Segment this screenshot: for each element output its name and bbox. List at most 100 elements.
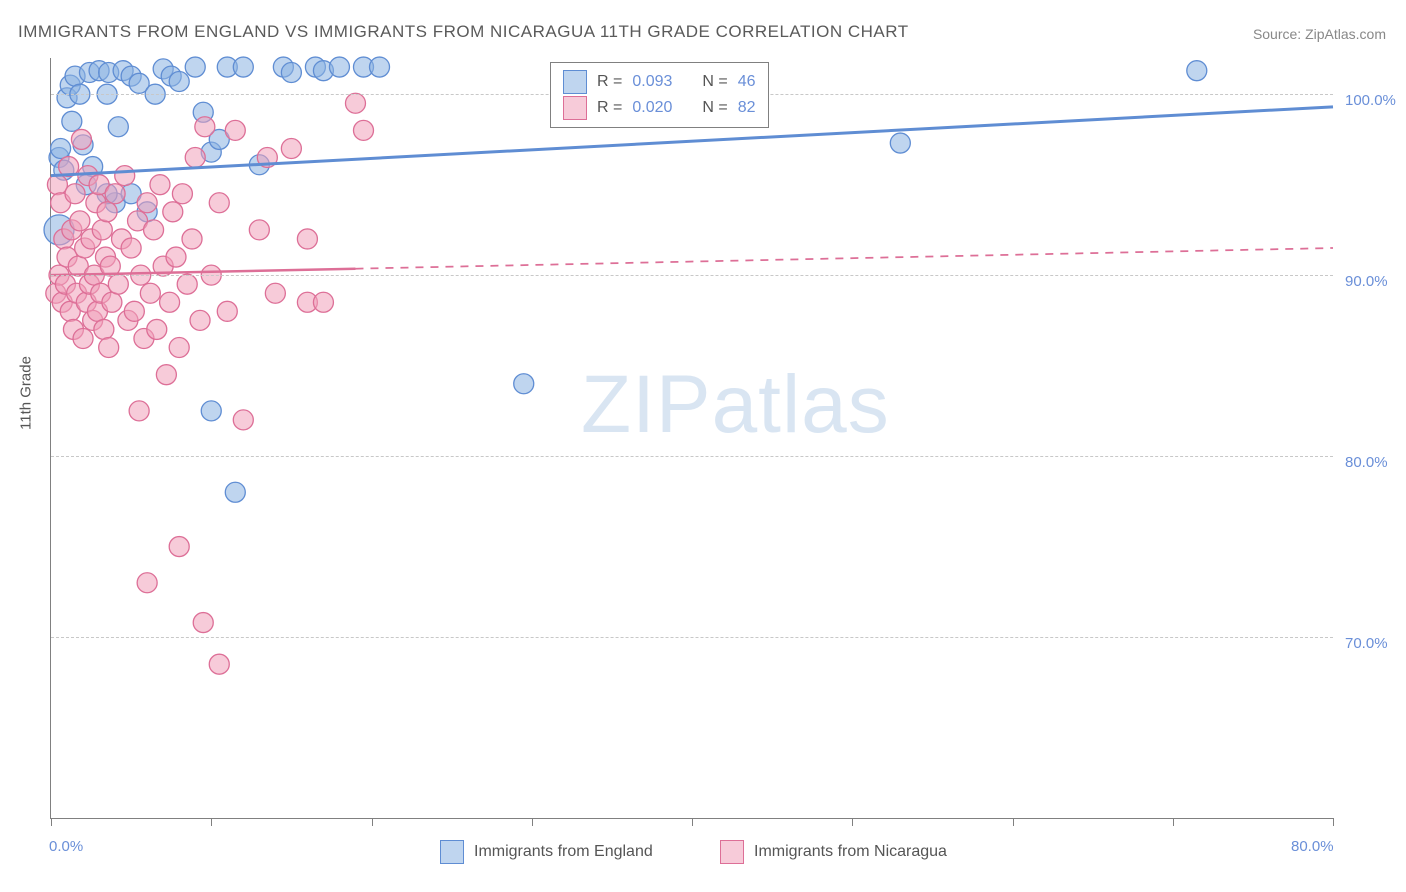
legend-r-label: R = (597, 99, 622, 117)
plot-area: ZIPatlas 70.0%80.0%90.0%100.0%0.0%80.0% (50, 58, 1333, 819)
scatter-point (169, 537, 189, 557)
legend-swatch (720, 840, 744, 864)
scatter-point (265, 283, 285, 303)
legend-r-value: 0.093 (632, 73, 672, 91)
legend-item-england: Immigrants from England (440, 840, 653, 864)
scatter-point (124, 301, 144, 321)
y-tick-label: 100.0% (1345, 92, 1396, 109)
scatter-point (329, 57, 349, 77)
legend-n-label: N = (702, 73, 727, 91)
y-tick-label: 90.0% (1345, 273, 1388, 290)
y-tick-label: 70.0% (1345, 635, 1388, 652)
x-tick (51, 818, 52, 826)
scatter-point (209, 654, 229, 674)
legend-series-label: Immigrants from England (474, 843, 653, 861)
scatter-point (185, 148, 205, 168)
scatter-point (297, 229, 317, 249)
legend-n-label: N = (702, 99, 727, 117)
scatter-point (129, 401, 149, 421)
x-tick (1013, 818, 1014, 826)
gridline (51, 275, 1333, 276)
source-label: Source: ZipAtlas.com (1253, 26, 1386, 42)
chart-svg (51, 58, 1333, 818)
scatter-point (163, 202, 183, 222)
scatter-point (65, 184, 85, 204)
gridline (51, 456, 1333, 457)
scatter-point (233, 410, 253, 430)
legend-r-label: R = (597, 73, 622, 91)
scatter-point (281, 138, 301, 158)
legend-swatch (563, 96, 587, 120)
scatter-point (156, 365, 176, 385)
legend-n-value: 46 (738, 73, 756, 91)
scatter-point (225, 120, 245, 140)
scatter-point (1187, 61, 1207, 81)
scatter-point (169, 72, 189, 92)
chart-title: IMMIGRANTS FROM ENGLAND VS IMMIGRANTS FR… (18, 22, 909, 42)
scatter-point (190, 310, 210, 330)
y-axis-title: 11th Grade (18, 356, 35, 430)
scatter-point (225, 482, 245, 502)
scatter-point (140, 283, 160, 303)
scatter-point (108, 117, 128, 137)
scatter-point (137, 573, 157, 593)
scatter-point (144, 220, 164, 240)
scatter-point (99, 338, 119, 358)
scatter-point (121, 238, 141, 258)
scatter-point (94, 319, 114, 339)
x-tick (532, 818, 533, 826)
scatter-point (249, 220, 269, 240)
x-tick-label: 0.0% (49, 838, 83, 855)
scatter-point (73, 328, 93, 348)
scatter-point (209, 193, 229, 213)
scatter-point (890, 133, 910, 153)
legend-row: R = 0.020 N = 82 (563, 95, 756, 121)
x-tick (372, 818, 373, 826)
legend-swatch (440, 840, 464, 864)
scatter-point (115, 166, 135, 186)
scatter-point (281, 62, 301, 82)
scatter-point (217, 301, 237, 321)
legend-item-nicaragua: Immigrants from Nicaragua (720, 840, 947, 864)
chart-container: IMMIGRANTS FROM ENGLAND VS IMMIGRANTS FR… (0, 0, 1406, 892)
x-tick-label: 80.0% (1291, 838, 1334, 855)
scatter-point (177, 274, 197, 294)
scatter-point (193, 613, 213, 633)
scatter-point (108, 274, 128, 294)
scatter-point (92, 220, 112, 240)
scatter-point (345, 93, 365, 113)
scatter-point (62, 111, 82, 131)
scatter-point (169, 338, 189, 358)
scatter-point (102, 292, 122, 312)
scatter-point (166, 247, 186, 267)
scatter-point (150, 175, 170, 195)
scatter-point (233, 57, 253, 77)
scatter-point (182, 229, 202, 249)
scatter-point (160, 292, 180, 312)
y-tick-label: 80.0% (1345, 454, 1388, 471)
gridline (51, 637, 1333, 638)
scatter-point (70, 211, 90, 231)
scatter-point (172, 184, 192, 204)
trend-line-dashed (355, 248, 1333, 269)
legend-swatch (563, 70, 587, 94)
x-tick (692, 818, 693, 826)
scatter-point (51, 138, 71, 158)
legend-series-label: Immigrants from Nicaragua (754, 843, 947, 861)
scatter-point (353, 120, 373, 140)
scatter-point (514, 374, 534, 394)
scatter-point (370, 57, 390, 77)
scatter-point (195, 117, 215, 137)
scatter-point (47, 175, 67, 195)
x-tick (211, 818, 212, 826)
scatter-point (185, 57, 205, 77)
scatter-point (105, 184, 125, 204)
x-tick (852, 818, 853, 826)
scatter-point (71, 129, 91, 149)
x-tick (1333, 818, 1334, 826)
scatter-point (137, 193, 157, 213)
legend-row: R = 0.093 N = 46 (563, 69, 756, 95)
scatter-point (313, 292, 333, 312)
scatter-point (147, 319, 167, 339)
scatter-point (97, 202, 117, 222)
